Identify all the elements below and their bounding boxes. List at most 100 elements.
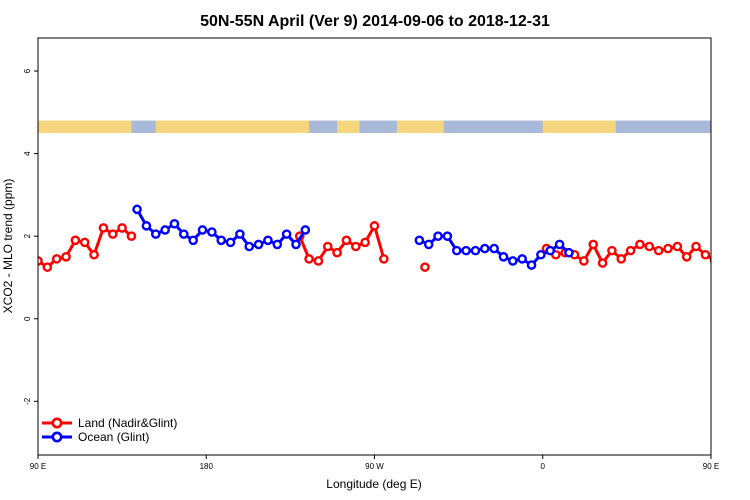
land-data-point <box>42 262 53 272</box>
land-data-point <box>313 256 324 266</box>
land-mask-band <box>38 120 711 133</box>
chart-title: 50N-55N April (Ver 9) 2014-09-06 to 2018… <box>200 13 550 30</box>
ocean-data-point <box>451 245 462 256</box>
land-data-point <box>700 249 711 260</box>
ocean-data-point <box>235 229 245 239</box>
ocean-band-segment <box>359 120 397 133</box>
land-data-point <box>341 235 352 246</box>
land-data-point <box>322 241 333 252</box>
ocean-data-point <box>244 241 255 252</box>
ocean-data-point <box>461 245 471 256</box>
land-data-point <box>107 229 118 239</box>
x-tick-label: 90 E <box>30 462 46 471</box>
land-data-point <box>61 252 71 262</box>
land-data-point <box>332 247 342 258</box>
land-data-point <box>616 254 627 264</box>
ocean-data-point <box>179 229 189 239</box>
ocean-data-point <box>554 239 565 250</box>
ocean-data-point <box>188 235 198 246</box>
y-tick-label: 2 <box>23 233 32 238</box>
ocean-data-point <box>479 243 490 254</box>
ocean-data-point <box>536 249 546 260</box>
ocean-data-point <box>281 229 292 239</box>
y-axis: -2 0 2 4 6 <box>23 68 38 405</box>
legend-ocean-label: Ocean (Glint) <box>78 430 149 444</box>
land-data-point <box>351 241 361 252</box>
ocean-data-point <box>498 252 509 262</box>
ocean-data-point <box>207 227 217 237</box>
land-data-point <box>597 258 608 268</box>
ocean-data-point <box>517 254 527 264</box>
land-data-point <box>579 256 589 266</box>
x-tick-label: 0 <box>541 462 546 471</box>
land-data-point <box>89 249 99 260</box>
land-data-point <box>681 252 692 262</box>
x-tick-label: 90 W <box>365 462 384 471</box>
land-data-point <box>117 223 127 233</box>
ocean-data-point <box>470 245 481 256</box>
ocean-data-point <box>197 225 208 235</box>
ocean-data-point <box>300 225 311 235</box>
land-data-point <box>98 223 109 233</box>
ocean-data-point <box>150 229 161 239</box>
land-data-point <box>644 241 655 252</box>
land-data-point <box>379 254 389 264</box>
land-data-point <box>672 241 683 252</box>
land-data-point <box>126 231 137 241</box>
land-data-point <box>79 237 90 248</box>
land-data-point <box>709 257 711 264</box>
ocean-data-point <box>141 221 152 231</box>
ocean-data-point <box>272 239 283 250</box>
ocean-data-point <box>263 235 273 246</box>
land-data-point <box>51 254 62 264</box>
ocean-data-point <box>216 235 227 246</box>
ocean-data-point <box>169 218 180 229</box>
land-data-point <box>691 241 701 252</box>
y-tick-label: 4 <box>23 151 32 156</box>
ocean-band-segment <box>309 120 338 133</box>
land-data-point <box>720 264 727 271</box>
legend-land-label: Land (Nadir&Glint) <box>78 416 177 430</box>
ocean-data-point <box>160 225 170 235</box>
ocean-data-point <box>291 239 301 250</box>
land-data-point <box>360 237 370 248</box>
ocean-data-point <box>225 237 236 248</box>
ocean-data-point <box>132 204 142 215</box>
land-data-point <box>663 243 673 254</box>
land-data-point <box>730 255 737 262</box>
ocean-data-point <box>253 239 264 250</box>
y-axis-label: XCO2 - MLO trend (ppm) <box>1 179 15 314</box>
legend: Land (Nadir&Glint)Ocean (Glint) <box>42 416 177 444</box>
ocean-data-point <box>508 256 518 266</box>
ocean-data-point <box>545 245 556 256</box>
land-data-point <box>304 254 314 264</box>
land-data-point <box>420 262 430 272</box>
ocean-band-segment <box>131 120 156 133</box>
x-tick-label: 90 E <box>703 462 719 471</box>
land-data-point <box>369 221 380 231</box>
y-tick-label: 0 <box>23 316 32 321</box>
y-tick-label: -2 <box>23 397 32 405</box>
ocean-data-point <box>526 260 537 270</box>
land-data-point <box>739 253 746 260</box>
ocean-data-point <box>423 239 434 250</box>
land-data-point <box>70 235 81 246</box>
ocean-series <box>132 204 574 270</box>
x-axis: 90 E 180 90 W 0 90 E <box>30 455 719 471</box>
ocean-band-segment <box>443 120 543 133</box>
legend-land-marker <box>51 417 63 429</box>
ocean-data-point <box>564 247 574 258</box>
ocean-band-segment <box>615 120 711 133</box>
ocean-data-point <box>442 231 453 241</box>
series-layer <box>38 204 746 272</box>
x-tick-label: 180 <box>200 462 214 471</box>
y-tick-label: 6 <box>23 68 32 73</box>
x-axis-label: Longitude (deg E) <box>326 477 421 491</box>
land-series <box>38 221 746 272</box>
land-data-point <box>635 239 645 250</box>
ocean-data-point <box>433 231 443 241</box>
land-data-point <box>653 245 664 256</box>
legend-ocean-marker <box>51 431 63 443</box>
land-data-point <box>588 239 599 250</box>
